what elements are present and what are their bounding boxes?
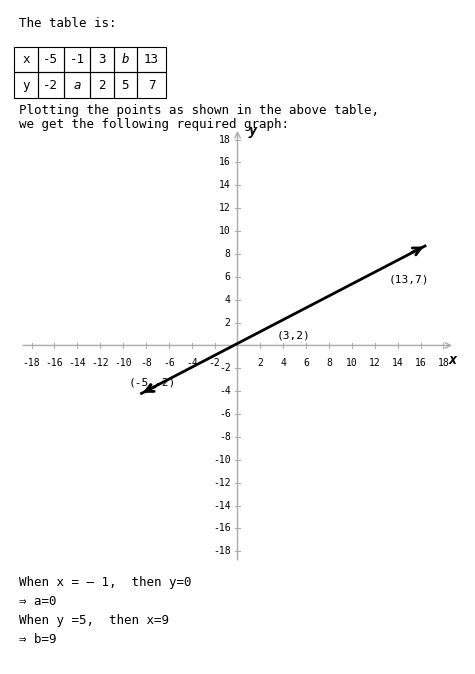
Text: 10: 10 [219, 226, 231, 236]
Text: y: y [248, 125, 256, 138]
Text: 14: 14 [219, 180, 231, 190]
Bar [38, 73, 64, 98]
Text: -14: -14 [213, 501, 231, 511]
Text: -8: -8 [219, 432, 231, 442]
Text: -1: -1 [69, 53, 85, 66]
Text: -14: -14 [68, 358, 86, 368]
Text: 16: 16 [415, 358, 427, 368]
Text: y: y [22, 79, 30, 92]
Text: we get the following required graph:: we get the following required graph: [19, 118, 289, 131]
Text: 18: 18 [219, 135, 231, 144]
Bar [114, 47, 137, 73]
Text: 16: 16 [219, 158, 231, 167]
Text: 8: 8 [326, 358, 332, 368]
Text: -4: -4 [186, 358, 198, 368]
Bar [14, 73, 38, 98]
Text: a: a [73, 79, 81, 92]
Text: -16: -16 [213, 524, 231, 533]
Text: -2: -2 [209, 358, 220, 368]
Text: 18: 18 [437, 358, 449, 368]
Bar [114, 73, 137, 98]
Text: -5: -5 [43, 53, 58, 66]
Text: -2: -2 [43, 79, 58, 92]
Text: 7: 7 [148, 79, 155, 92]
Text: 6: 6 [303, 358, 309, 368]
Text: b: b [122, 53, 129, 66]
Bar [90, 73, 114, 98]
Text: 6: 6 [225, 272, 231, 282]
Text: The table is:: The table is: [19, 17, 116, 30]
Bar [64, 47, 90, 73]
Text: 4: 4 [225, 295, 231, 305]
Bar [137, 73, 166, 98]
Text: 10: 10 [346, 358, 358, 368]
Text: -10: -10 [213, 455, 231, 465]
Text: ⇒ b=9: ⇒ b=9 [19, 633, 57, 646]
Text: -4: -4 [219, 386, 231, 396]
Bar [14, 47, 38, 73]
Text: 3: 3 [98, 53, 105, 66]
Text: x: x [448, 353, 457, 367]
Text: (-5,-2): (-5,-2) [129, 377, 176, 388]
Text: 2: 2 [225, 317, 231, 328]
Text: 13: 13 [144, 53, 159, 66]
Text: -6: -6 [219, 409, 231, 419]
Text: 14: 14 [392, 358, 404, 368]
Text: (13,7): (13,7) [389, 274, 429, 284]
Bar [64, 73, 90, 98]
Text: 4: 4 [280, 358, 286, 368]
Text: 5: 5 [122, 79, 129, 92]
Text: -10: -10 [114, 358, 132, 368]
Text: -8: -8 [140, 358, 152, 368]
Bar [137, 47, 166, 73]
Bar [90, 47, 114, 73]
Text: -12: -12 [213, 478, 231, 488]
Text: Plotting the points as shown in the above table,: Plotting the points as shown in the abov… [19, 104, 379, 117]
Text: (3,2): (3,2) [276, 330, 310, 340]
Text: -12: -12 [91, 358, 109, 368]
Text: -2: -2 [219, 363, 231, 373]
Text: 2: 2 [98, 79, 105, 92]
Text: x: x [22, 53, 30, 66]
Text: -18: -18 [213, 547, 231, 556]
Text: -18: -18 [23, 358, 40, 368]
Text: -16: -16 [46, 358, 63, 368]
Text: 12: 12 [219, 203, 231, 213]
Text: When x = – 1,  then y=0: When x = – 1, then y=0 [19, 576, 191, 589]
Text: When y =5,  then x=9: When y =5, then x=9 [19, 614, 169, 627]
Text: -6: -6 [163, 358, 175, 368]
Text: 12: 12 [369, 358, 380, 368]
Bar [38, 47, 64, 73]
Text: ⇒ a=0: ⇒ a=0 [19, 595, 57, 608]
Text: 8: 8 [225, 249, 231, 259]
Text: 2: 2 [257, 358, 263, 368]
